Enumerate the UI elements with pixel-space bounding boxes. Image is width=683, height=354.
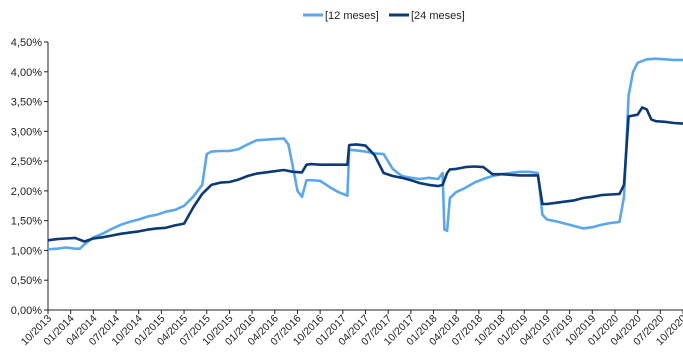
y-tick-label: 3,00% — [11, 126, 42, 138]
y-tick-label: 4,00% — [11, 67, 42, 79]
series-line-12-meses — [47, 57, 683, 251]
plot-area — [47, 57, 683, 251]
y-tick-label: 2,50% — [11, 156, 42, 168]
y-tick-label: 3,50% — [11, 97, 42, 109]
y-tick-label: 1,50% — [11, 216, 42, 228]
x-axis: 10/201301/201404/201407/201410/201401/20… — [19, 309, 683, 348]
legend: [12 meses] [24 meses] — [303, 10, 465, 22]
y-tick-label: 4,50% — [11, 37, 42, 49]
y-tick-label: 0,50% — [11, 275, 42, 287]
y-tick-label: 1,00% — [11, 245, 42, 257]
series-line-24-meses — [47, 106, 683, 243]
y-axis: 0,00% 0,50% 1,00% 1,50% 2,00% 2,50% 3,00% 3,50%… — [11, 37, 49, 317]
y-tick-label: 2,00% — [11, 186, 42, 198]
legend-label: [12 meses] — [325, 10, 379, 22]
y-tick-label: 0,00% — [11, 305, 42, 317]
legend-label: [24 meses] — [411, 10, 465, 22]
